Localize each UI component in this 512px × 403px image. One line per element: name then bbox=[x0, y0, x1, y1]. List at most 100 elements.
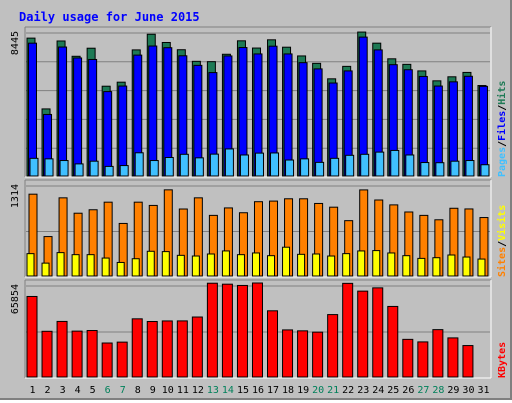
bar-visits-day-19 bbox=[297, 253, 306, 277]
bar-pages-day-4 bbox=[74, 163, 84, 177]
bar-kbytes-day-27 bbox=[417, 341, 429, 378]
bar-visits-day-24 bbox=[372, 250, 381, 277]
legend-entry: Sites bbox=[496, 247, 508, 277]
bar-kbytes-day-25 bbox=[387, 305, 399, 378]
bar-pages-day-14 bbox=[224, 148, 234, 177]
day-label-26: 26 bbox=[402, 385, 414, 396]
day-label-30: 30 bbox=[462, 385, 474, 396]
bar-pages-day-27 bbox=[420, 162, 430, 177]
bar-visits-day-23 bbox=[357, 250, 366, 277]
bar-kbytes-day-19 bbox=[297, 330, 309, 378]
bar-visits-day-10 bbox=[161, 251, 170, 277]
bar-visits-day-29 bbox=[447, 254, 456, 277]
legend-traffic: Pages/Files/Hits bbox=[496, 81, 508, 177]
bar-kbytes-day-28 bbox=[432, 329, 444, 378]
bar-pages-day-21 bbox=[330, 157, 340, 177]
bar-files-day-27 bbox=[418, 75, 428, 177]
bar-pages-day-22 bbox=[345, 154, 355, 177]
max-label-traffic: 8445 bbox=[10, 31, 21, 55]
bar-visits-day-7 bbox=[116, 261, 125, 277]
bar-visits-day-17 bbox=[267, 255, 276, 277]
legend-entry: Hits bbox=[496, 81, 508, 105]
bar-visits-day-6 bbox=[101, 257, 110, 277]
bar-kbytes-day-7 bbox=[116, 341, 128, 378]
bar-pages-day-20 bbox=[315, 161, 325, 177]
day-label-29: 29 bbox=[447, 385, 459, 396]
bar-pages-day-26 bbox=[405, 154, 415, 177]
bar-visits-day-4 bbox=[71, 254, 80, 277]
bar-kbytes-day-10 bbox=[161, 320, 173, 378]
bar-visits-day-22 bbox=[342, 253, 351, 277]
bar-kbytes-day-21 bbox=[327, 314, 339, 378]
bar-kbytes-day-29 bbox=[447, 337, 459, 378]
bar-pages-day-24 bbox=[375, 151, 385, 177]
day-label-5: 5 bbox=[90, 385, 96, 396]
day-label-2: 2 bbox=[45, 385, 51, 396]
bar-pages-day-15 bbox=[239, 154, 249, 177]
day-label-14: 14 bbox=[222, 385, 234, 396]
bar-visits-day-14 bbox=[221, 250, 230, 277]
bar-pages-day-1 bbox=[29, 157, 39, 177]
day-label-19: 19 bbox=[297, 385, 309, 396]
bar-kbytes-day-23 bbox=[357, 290, 369, 378]
bar-pages-day-30 bbox=[465, 160, 475, 177]
legend-kbytes: KBytes bbox=[497, 342, 508, 378]
legend-entry: / bbox=[497, 105, 508, 111]
bar-kbytes-day-26 bbox=[402, 338, 414, 378]
bar-pages-day-28 bbox=[435, 162, 445, 177]
bar-pages-day-13 bbox=[209, 153, 219, 177]
bar-kbytes-day-1 bbox=[26, 295, 38, 378]
bar-kbytes-day-5 bbox=[86, 330, 98, 378]
day-label-18: 18 bbox=[282, 385, 294, 396]
bar-pages-day-12 bbox=[194, 157, 204, 177]
bar-visits-day-25 bbox=[387, 252, 396, 277]
bar-visits-day-5 bbox=[86, 254, 95, 277]
bar-visits-day-8 bbox=[131, 258, 140, 277]
legend-entry: Pages bbox=[497, 147, 508, 177]
bar-kbytes-day-24 bbox=[372, 287, 384, 378]
day-label-6: 6 bbox=[105, 385, 111, 396]
bar-kbytes-day-16 bbox=[251, 282, 263, 378]
day-label-24: 24 bbox=[372, 385, 384, 396]
bar-kbytes-day-20 bbox=[312, 331, 324, 378]
bar-pages-day-11 bbox=[179, 153, 189, 177]
bar-pages-day-17 bbox=[270, 152, 280, 177]
bar-pages-day-10 bbox=[164, 157, 174, 177]
bar-kbytes-day-18 bbox=[282, 329, 294, 378]
day-label-4: 4 bbox=[75, 385, 81, 396]
bar-pages-day-6 bbox=[104, 165, 114, 177]
chart-title: Daily usage for June 2015 bbox=[19, 10, 200, 24]
bar-files-day-20 bbox=[313, 68, 323, 177]
bar-visits-day-1 bbox=[26, 253, 35, 277]
day-label-11: 11 bbox=[177, 385, 189, 396]
bar-pages-day-19 bbox=[300, 158, 310, 177]
day-label-1: 1 bbox=[30, 385, 36, 396]
bar-visits-day-30 bbox=[462, 256, 471, 277]
day-label-20: 20 bbox=[312, 385, 324, 396]
bar-pages-day-2 bbox=[44, 158, 54, 177]
bar-pages-day-7 bbox=[119, 165, 129, 177]
bar-visits-day-15 bbox=[236, 254, 245, 277]
day-label-31: 31 bbox=[477, 385, 489, 396]
day-label-28: 28 bbox=[432, 385, 444, 396]
bar-visits-day-18 bbox=[282, 246, 291, 277]
max-label-kbytes: 65854 bbox=[10, 284, 21, 314]
bar-kbytes-day-4 bbox=[71, 330, 83, 378]
max-label-visits: 1314 bbox=[10, 184, 21, 208]
bar-visits-day-27 bbox=[417, 257, 426, 277]
bar-pages-day-18 bbox=[285, 159, 295, 177]
bar-pages-day-3 bbox=[59, 160, 69, 177]
bar-visits-day-16 bbox=[251, 252, 260, 277]
bar-pages-day-23 bbox=[360, 153, 370, 177]
bar-files-day-9 bbox=[148, 45, 158, 177]
bar-files-day-5 bbox=[88, 58, 98, 177]
bar-files-day-10 bbox=[163, 47, 173, 177]
day-label-3: 3 bbox=[60, 385, 66, 396]
bar-kbytes-day-2 bbox=[41, 330, 53, 378]
bar-pages-day-25 bbox=[390, 149, 400, 177]
legend-visits: Sites/Visits bbox=[496, 205, 508, 277]
bar-kbytes-day-6 bbox=[101, 342, 113, 378]
bar-kbytes-day-9 bbox=[146, 321, 158, 378]
bar-kbytes-day-14 bbox=[221, 283, 233, 378]
